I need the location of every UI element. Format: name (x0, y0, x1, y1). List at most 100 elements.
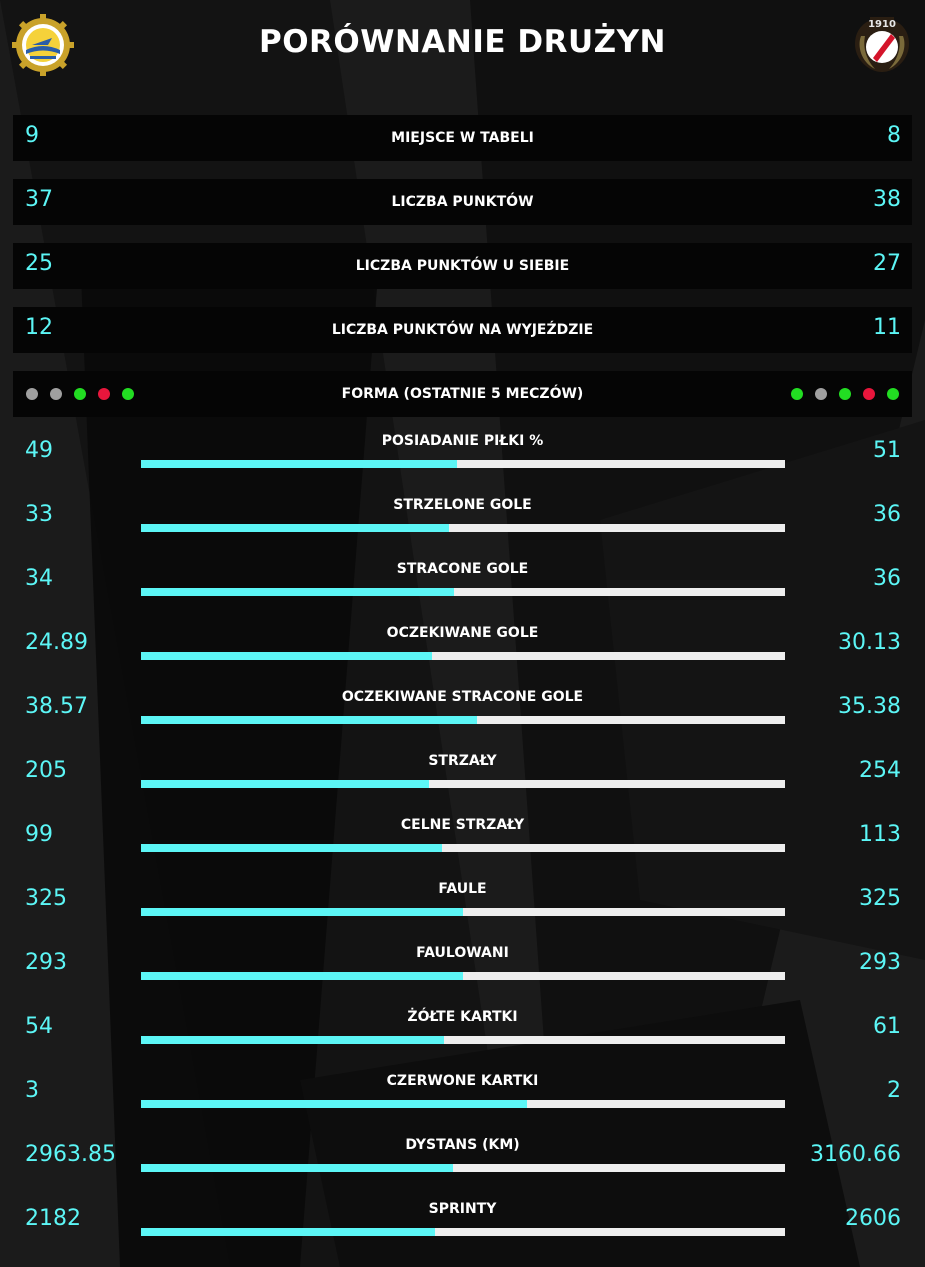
stat-bar-row: 99 CELNE STRZAŁY 113 (0, 809, 925, 873)
home-value: 34 (25, 566, 53, 591)
stat-label: STRACONE GOLE (396, 561, 529, 577)
home-value: 33 (25, 502, 53, 527)
stat-label: DYSTANS (KM) (405, 1137, 520, 1153)
form-result-win-icon (839, 388, 851, 400)
home-value: 99 (25, 822, 53, 847)
comparison-bar-track (141, 908, 785, 916)
home-share-fill (141, 460, 457, 468)
comparison-bar-track (141, 844, 785, 852)
home-share-fill (141, 1036, 444, 1044)
stat-label: STRZELONE GOLE (393, 497, 532, 513)
form-row: FORMA (OSTATNIE 5 MECZÓW) (13, 371, 912, 417)
home-value: 3 (25, 1078, 39, 1103)
header: PORÓWNANIE DRUŻYN 1910 (0, 0, 925, 90)
stat-label: ŻÓŁTE KARTKI (407, 1009, 518, 1025)
comparison-bar-track (141, 652, 785, 660)
stat-bar-row: 34 STRACONE GOLE 36 (0, 553, 925, 617)
home-share-fill (141, 652, 433, 660)
stat-bar-row: 325 FAULE 325 (0, 873, 925, 937)
home-value: 25 (25, 251, 53, 276)
stat-label: STRZAŁY (428, 753, 497, 769)
form-result-loss-icon (863, 388, 875, 400)
stat-row-home-points: 25 LICZBA PUNKTÓW U SIEBIE 27 (13, 243, 912, 289)
form-result-win-icon (791, 388, 803, 400)
home-share-fill (141, 1228, 435, 1236)
comparison-bar-track (141, 460, 785, 468)
stat-label: FAULE (438, 881, 487, 897)
comparison-bar-track (141, 1100, 785, 1108)
home-value: 205 (25, 758, 67, 783)
away-value: 2606 (845, 1206, 901, 1231)
stat-row-table-position: 9 MIEJSCE W TABELI 8 (13, 115, 912, 161)
stat-label: OCZEKIWANE GOLE (386, 625, 539, 641)
home-value: 9 (25, 123, 39, 148)
page-title: PORÓWNANIE DRUŻYN (258, 24, 667, 60)
home-share-fill (141, 524, 449, 532)
home-value: 293 (25, 950, 67, 975)
away-value: 8 (887, 123, 901, 148)
stat-bar-row: 293 FAULOWANI 293 (0, 937, 925, 1001)
home-share-fill (141, 716, 478, 724)
away-value: 36 (873, 502, 901, 527)
home-share-fill (141, 908, 463, 916)
away-value: 2 (887, 1078, 901, 1103)
stat-bar-row: 2963.85 DYSTANS (KM) 3160.66 (0, 1129, 925, 1193)
stat-label: POSIADANIE PIŁKI % (381, 433, 544, 449)
form-result-win-icon (74, 388, 86, 400)
home-value: 2963.85 (25, 1142, 116, 1167)
stat-label: LICZBA PUNKTÓW NA WYJEŹDZIE (331, 322, 594, 338)
form-result-draw-icon (815, 388, 827, 400)
stat-label: LICZBA PUNKTÓW (391, 194, 534, 210)
club-crest-right-icon: 1910 (855, 17, 909, 72)
comparison-bar-track (141, 1164, 785, 1172)
away-value: 27 (873, 251, 901, 276)
stat-row-away-points: 12 LICZBA PUNKTÓW NA WYJEŹDZIE 11 (13, 307, 912, 353)
stat-label: CZERWONE KARTKI (386, 1073, 539, 1089)
stat-label: CELNE STRZAŁY (400, 817, 525, 833)
stat-row-points: 37 LICZBA PUNKTÓW 38 (13, 179, 912, 225)
stat-label: MIEJSCE W TABELI (391, 130, 534, 146)
away-value: 3160.66 (810, 1142, 901, 1167)
stat-label: LICZBA PUNKTÓW U SIEBIE (355, 258, 570, 274)
away-value: 61 (873, 1014, 901, 1039)
home-share-fill (141, 588, 454, 596)
home-value: 12 (25, 315, 53, 340)
away-value: 254 (859, 758, 901, 783)
comparison-bar-track (141, 1228, 785, 1236)
stat-bar-row: 2182 SPRINTY 2606 (0, 1193, 925, 1257)
stat-bar-row: 38.57 OCZEKIWANE STRACONE GOLE 35.38 (0, 681, 925, 745)
club-crest-left-icon (12, 14, 74, 76)
away-value: 113 (859, 822, 901, 847)
home-value: 54 (25, 1014, 53, 1039)
home-value: 37 (25, 187, 53, 212)
comparison-bar-track (141, 524, 785, 532)
away-form-dots (791, 388, 899, 400)
form-result-loss-icon (98, 388, 110, 400)
home-share-fill (141, 1164, 453, 1172)
form-result-draw-icon (26, 388, 38, 400)
home-value: 49 (25, 438, 53, 463)
home-share-fill (141, 844, 442, 852)
form-result-win-icon (122, 388, 134, 400)
home-value: 2182 (25, 1206, 81, 1231)
away-value: 36 (873, 566, 901, 591)
stat-bar-row: 3 CZERWONE KARTKI 2 (0, 1065, 925, 1129)
away-value: 30.13 (838, 630, 901, 655)
away-value: 293 (859, 950, 901, 975)
away-value: 325 (859, 886, 901, 911)
away-value: 35.38 (838, 694, 901, 719)
crest-year: 1910 (868, 19, 896, 30)
form-result-draw-icon (50, 388, 62, 400)
form-label: FORMA (OSTATNIE 5 MECZÓW) (341, 386, 584, 402)
home-share-fill (141, 972, 463, 980)
away-value: 38 (873, 187, 901, 212)
comparison-bar-track (141, 588, 785, 596)
stat-bar-row: 24.89 OCZEKIWANE GOLE 30.13 (0, 617, 925, 681)
stat-bar-row: 54 ŻÓŁTE KARTKI 61 (0, 1001, 925, 1065)
comparison-bar-track (141, 972, 785, 980)
away-value: 11 (873, 315, 901, 340)
stat-bar-row: 33 STRZELONE GOLE 36 (0, 489, 925, 553)
home-value: 24.89 (25, 630, 88, 655)
home-share-fill (141, 1100, 528, 1108)
